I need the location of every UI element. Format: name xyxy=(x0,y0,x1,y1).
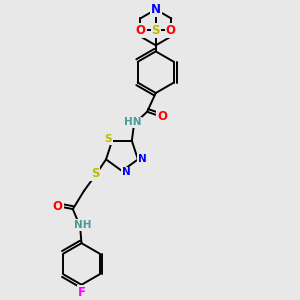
Text: O: O xyxy=(157,110,167,124)
Text: O: O xyxy=(166,24,176,37)
Text: O: O xyxy=(53,200,63,213)
Text: S: S xyxy=(104,134,112,144)
Text: F: F xyxy=(77,286,86,299)
Text: N: N xyxy=(122,167,130,177)
Text: N: N xyxy=(138,154,147,164)
Text: S: S xyxy=(91,167,99,180)
Text: N: N xyxy=(151,3,161,16)
Text: S: S xyxy=(152,24,160,37)
Text: O: O xyxy=(136,24,146,37)
Text: NH: NH xyxy=(74,220,91,230)
Text: HN: HN xyxy=(124,118,141,128)
